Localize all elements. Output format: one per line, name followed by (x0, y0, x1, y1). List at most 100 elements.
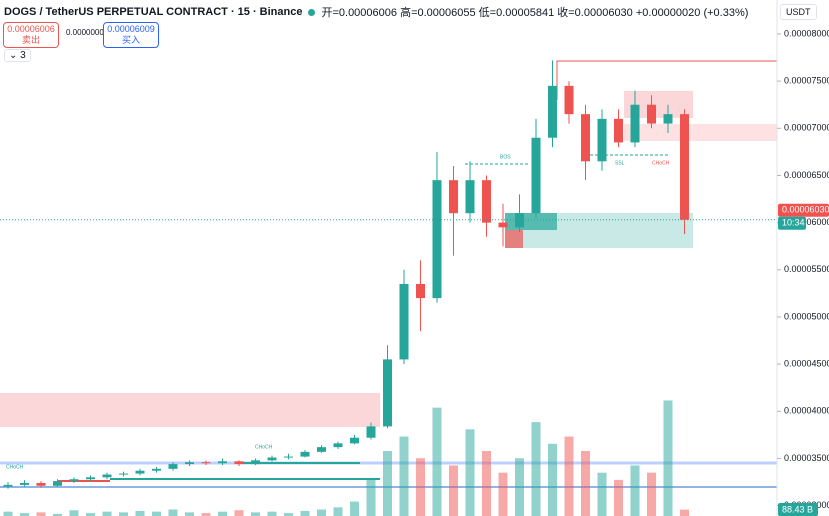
last-price-label: 0.00006030 (782, 205, 829, 215)
volume-bar (548, 443, 557, 516)
candle-body (333, 443, 343, 448)
countdown-box (778, 216, 806, 230)
supply-zone (0, 393, 380, 427)
candle-body (317, 447, 326, 452)
indicator-toggle[interactable]: ⌄ 3 (4, 49, 31, 62)
spread: 0.00000003 (66, 28, 109, 37)
candle-body (531, 137, 541, 214)
volume-bar (218, 511, 227, 516)
candle-body (119, 473, 128, 475)
volume-bar (432, 407, 442, 516)
buy-button[interactable]: 0.00006009 买入 (103, 22, 159, 48)
candle-body (581, 114, 590, 162)
volume-bar (135, 510, 145, 516)
loss-zone (505, 230, 523, 248)
supply-zone (624, 124, 777, 141)
candle-body (465, 180, 475, 214)
currency-button[interactable]: USDT (780, 4, 817, 20)
volume-bar (350, 501, 359, 516)
volume-bar (3, 511, 13, 516)
candle-body (416, 283, 425, 299)
volume-bar (69, 510, 79, 516)
last-price-box (778, 203, 829, 217)
annotation: CHoCH (6, 464, 24, 470)
buy-label: 买入 (121, 35, 140, 45)
candle-body (53, 481, 62, 486)
volume-bar (399, 436, 409, 516)
candle-body (20, 482, 29, 485)
volume-bar (564, 436, 574, 516)
candle-body (630, 104, 640, 143)
candle-body (86, 477, 95, 480)
candle-body (3, 484, 13, 487)
y-tick-label: 0.00003500 (784, 453, 829, 463)
candle-body (300, 451, 310, 457)
candle-body (383, 359, 392, 427)
candle-body (267, 457, 277, 461)
candle-body (614, 118, 623, 143)
y-tick-label: 0.00006500 (784, 170, 829, 180)
volume-bar (333, 507, 343, 516)
candle-body (234, 461, 244, 465)
volume-bar (416, 458, 425, 516)
volume-bar (284, 513, 293, 516)
volume-bar (383, 451, 392, 516)
volume-bar (630, 465, 640, 516)
volume-bar (86, 513, 95, 516)
candle-body (399, 283, 409, 360)
y-tick-label: 0.00007500 (784, 76, 829, 86)
annotation: SSL (615, 160, 625, 166)
candle-body (647, 104, 656, 124)
volume-bar (201, 513, 211, 516)
volume-bar (53, 513, 62, 516)
sell-button[interactable]: 0.00006006 卖出 (3, 22, 59, 48)
volume-bar (267, 511, 277, 516)
volume-bar (482, 451, 491, 516)
volume-bar (531, 422, 541, 516)
volume-bar (366, 479, 376, 516)
candle-body (564, 85, 574, 115)
candle-body (548, 85, 557, 138)
volume-bar (597, 472, 607, 516)
candle-body (36, 482, 46, 486)
candle-body (168, 464, 178, 469)
volume-bar (36, 512, 46, 516)
candle-body (102, 474, 112, 478)
candle-body (135, 470, 145, 474)
y-tick-label: 0.00006000 (784, 217, 829, 227)
volume-bar (300, 510, 310, 516)
volume-bar (152, 511, 161, 516)
volume-bar (465, 429, 475, 516)
volume-bar (515, 458, 524, 516)
volume-bar (317, 509, 326, 516)
volume-bar (663, 400, 673, 516)
volume-bar (20, 513, 29, 516)
y-tick-label: 0.00007000 (784, 123, 829, 133)
volume-bar (168, 509, 178, 516)
y-tick-label: 0.00005500 (784, 264, 829, 274)
volume-bar (449, 465, 458, 516)
symbol-title: DOGS / TetherUS PERPETUAL CONTRACT · 15 … (4, 6, 303, 18)
volume-bar (185, 512, 194, 516)
candle-body (680, 114, 689, 220)
volume-bar (234, 510, 244, 516)
volume-bar (251, 512, 260, 516)
countdown-label: 10:34 (782, 218, 805, 228)
candle-body (366, 426, 376, 438)
status-dot (308, 8, 316, 16)
y-tick-label: 0.00004500 (784, 358, 829, 368)
volume-label: 88.43 B (782, 504, 813, 514)
sell-price: 0.00006006 (7, 24, 55, 34)
candle-body (201, 462, 211, 464)
candle-body (449, 180, 458, 214)
candle-body (152, 468, 161, 471)
candle-body (597, 118, 607, 162)
y-tick-label: 0.00004000 (784, 406, 829, 416)
candle-body (498, 222, 508, 228)
buy-price: 0.00006009 (107, 24, 155, 34)
indicator-count: 3 (20, 50, 26, 61)
y-tick-label: 0.00008000 (784, 28, 829, 38)
annotation: BOS (500, 154, 511, 160)
